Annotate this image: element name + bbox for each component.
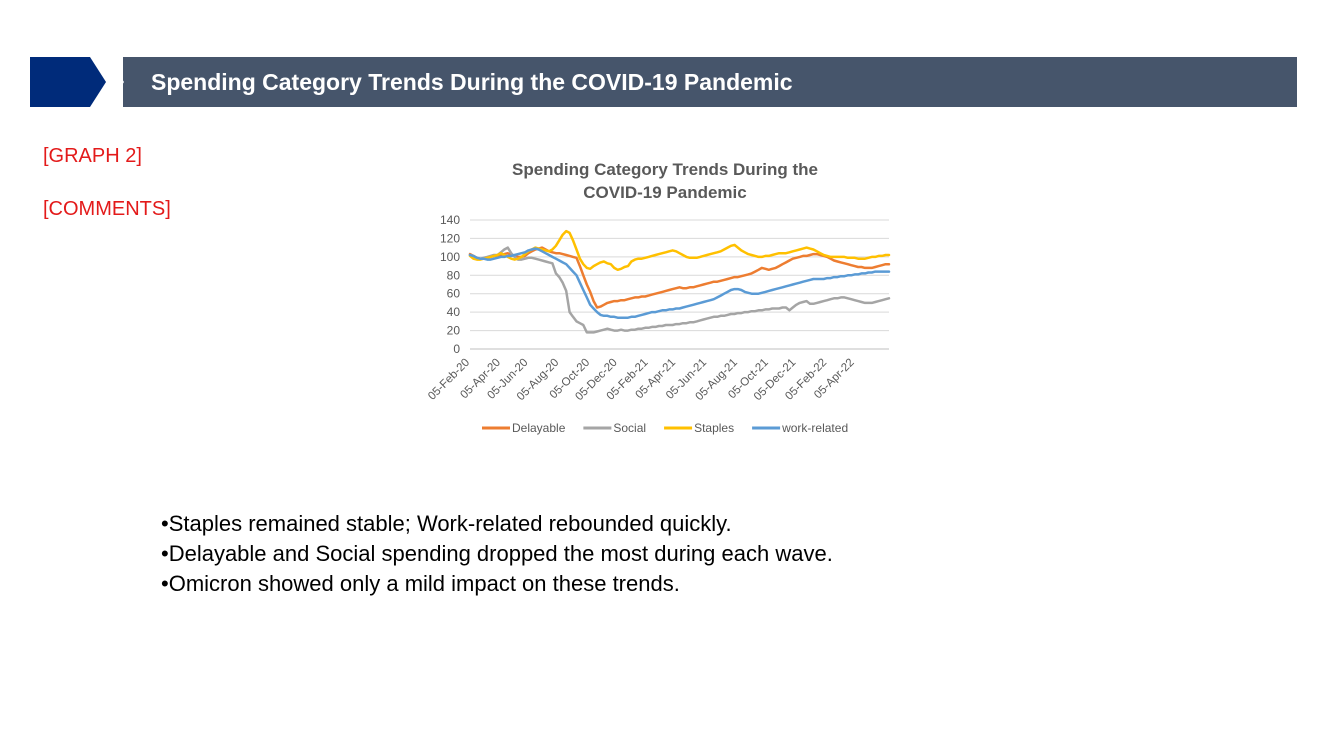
legend-label-delayable: Delayable: [512, 421, 566, 435]
x-axis-ticks: 05-Feb-2005-Apr-2005-Jun-2005-Aug-2005-O…: [426, 357, 857, 403]
y-tick-label: 140: [440, 213, 460, 227]
page-title: Spending Category Trends During the COVI…: [151, 69, 793, 95]
header-bar: [123, 57, 1297, 107]
line-chart: Spending Category Trends During the COVI…: [426, 160, 891, 435]
legend-label-work-related: work-related: [781, 421, 848, 435]
series-line-work-related: [468, 247, 891, 319]
y-tick-label: 120: [440, 231, 460, 245]
header-band: [30, 57, 1297, 107]
bullet-list: •Staples remained stable; Work-related r…: [161, 509, 833, 599]
header-chevron-icon: [30, 57, 106, 107]
chart-gridlines: [470, 219, 889, 350]
chart-title-line-2: COVID-19 Pandemic: [583, 183, 746, 202]
y-tick-label: 0: [453, 342, 460, 356]
header-arrow-cutout: [106, 57, 124, 107]
legend-label-staples: Staples: [694, 421, 734, 435]
y-axis-ticks: 0 20 40 60 80 100 120 140: [440, 213, 460, 356]
series-line-social: [468, 246, 891, 334]
bullet-item: •Staples remained stable; Work-related r…: [161, 511, 732, 536]
bullet-item: •Omicron showed only a mild impact on th…: [161, 571, 680, 596]
y-tick-label: 20: [447, 324, 461, 338]
graph-placeholder-label: [GRAPH 2]: [43, 145, 142, 167]
y-tick-label: 40: [447, 305, 461, 319]
bullet-item: •Delayable and Social spending dropped t…: [161, 541, 833, 566]
legend-label-social: Social: [613, 421, 646, 435]
chart-series: [468, 229, 891, 334]
comments-placeholder-label: [COMMENTS]: [43, 198, 171, 220]
chart-legend: Delayable Social Staples work-related: [482, 421, 848, 435]
y-tick-label: 60: [447, 287, 461, 301]
y-tick-label: 100: [440, 250, 460, 264]
y-tick-label: 80: [447, 268, 461, 282]
chart-title-line-1: Spending Category Trends During the: [512, 160, 818, 179]
